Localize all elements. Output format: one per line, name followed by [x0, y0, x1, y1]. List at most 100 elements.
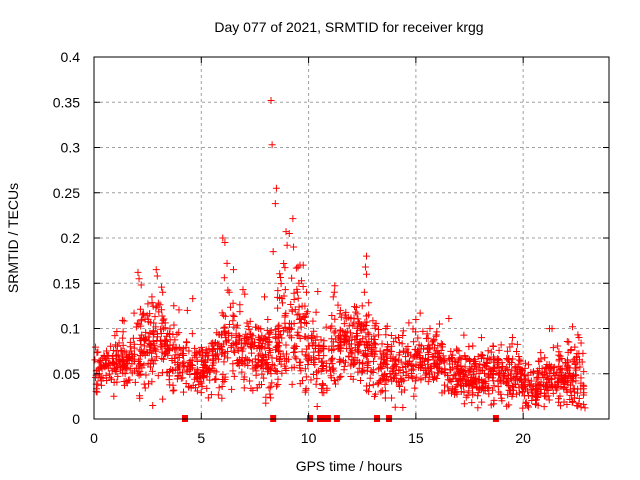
- data-point: [457, 381, 465, 389]
- data-point: [337, 313, 345, 321]
- data-point: [359, 326, 367, 334]
- y-axis-label: SRMTID / TECUs: [5, 183, 21, 293]
- data-point: [558, 365, 566, 373]
- data-point: [274, 333, 282, 341]
- data-point: [160, 315, 168, 323]
- data-point: [296, 335, 304, 343]
- data-point: [342, 308, 350, 316]
- data-point: [402, 353, 410, 361]
- data-point: [523, 402, 531, 410]
- data-point: [508, 392, 516, 400]
- data-point: [221, 323, 229, 331]
- data-point: [214, 391, 222, 399]
- data-point: [166, 341, 174, 349]
- data-point: [186, 357, 194, 365]
- data-point: [439, 352, 447, 360]
- data-point: [430, 337, 438, 345]
- data-point: [336, 337, 344, 345]
- data-point: [500, 372, 508, 380]
- data-point: [283, 241, 291, 249]
- data-point: [454, 364, 462, 372]
- data-point: [272, 184, 280, 192]
- data-point: [573, 389, 581, 397]
- data-point: [309, 317, 317, 325]
- data-point: [154, 333, 162, 341]
- data-point: [556, 392, 564, 400]
- data-point: [188, 330, 196, 338]
- data-point: [445, 354, 453, 362]
- data-point: [497, 341, 505, 349]
- data-point: [342, 358, 350, 366]
- data-point: [301, 351, 309, 359]
- data-point: [240, 335, 248, 343]
- data-point: [372, 319, 380, 327]
- data-point: [417, 375, 425, 383]
- data-point: [450, 371, 458, 379]
- data-point: [484, 354, 492, 362]
- data-point: [377, 388, 385, 396]
- data-point: [241, 357, 249, 365]
- y-tick-label: 0: [72, 411, 80, 427]
- data-point: [331, 315, 339, 323]
- data-point: [236, 308, 244, 316]
- data-point: [142, 371, 150, 379]
- data-point: [136, 352, 144, 360]
- data-point: [364, 329, 372, 337]
- data-point: [349, 375, 357, 383]
- data-point: [430, 352, 438, 360]
- data-point: [474, 353, 482, 361]
- data-point: [136, 392, 144, 400]
- data-point: [93, 349, 101, 357]
- data-point: [264, 352, 272, 360]
- data-point: [255, 325, 263, 333]
- data-point: [346, 345, 354, 353]
- data-point: [282, 350, 290, 358]
- data-point: [308, 332, 316, 340]
- data-point: [276, 294, 284, 302]
- data-point: [414, 334, 422, 342]
- data-point: [460, 331, 468, 339]
- data-point: [372, 390, 380, 398]
- data-point: [537, 378, 545, 386]
- data-point: [570, 394, 578, 402]
- data-point: [262, 393, 270, 401]
- data-point: [464, 391, 472, 399]
- data-point: [203, 384, 211, 392]
- data-point: [412, 373, 420, 381]
- data-point: [160, 355, 168, 363]
- data-point: [252, 371, 260, 379]
- data-point: [304, 342, 312, 350]
- data-point: [374, 325, 382, 333]
- data-point: [299, 377, 307, 385]
- data-point: [466, 378, 474, 386]
- data-point: [345, 352, 353, 360]
- data-point: [557, 402, 565, 410]
- data-point: [145, 380, 153, 388]
- data-point: [220, 378, 228, 386]
- data-point: [266, 390, 274, 398]
- data-point: [382, 331, 390, 339]
- data-point: [404, 349, 412, 357]
- data-point: [418, 361, 426, 369]
- data-point: [365, 382, 373, 390]
- data-point: [161, 324, 169, 332]
- data-point: [201, 353, 209, 361]
- data-point: [218, 331, 226, 339]
- data-point: [529, 392, 537, 400]
- data-point: [144, 315, 152, 323]
- data-point: [332, 380, 339, 388]
- data-point: [549, 389, 557, 397]
- data-point: [565, 372, 573, 380]
- data-point: [319, 363, 327, 371]
- data-point: [334, 375, 342, 383]
- x-tick-label: 5: [197, 430, 205, 446]
- data-point: [354, 315, 362, 323]
- data-point: [97, 373, 105, 381]
- y-tick-label: 0.15: [53, 275, 80, 291]
- data-point: [357, 377, 365, 385]
- data-point: [134, 268, 142, 276]
- data-point: [508, 334, 516, 342]
- data-point: [174, 371, 182, 379]
- data-point: [310, 348, 318, 356]
- data-point: [335, 345, 343, 353]
